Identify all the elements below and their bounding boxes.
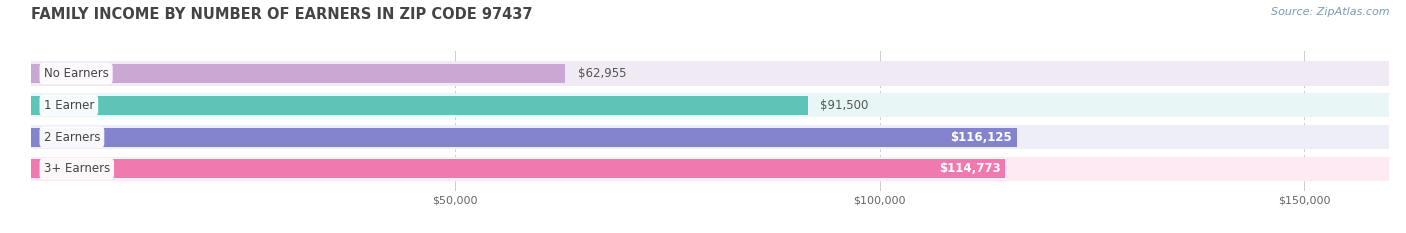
Text: $116,125: $116,125: [950, 130, 1012, 144]
Text: 2 Earners: 2 Earners: [44, 130, 100, 144]
Text: $114,773: $114,773: [939, 162, 1000, 175]
Text: 1 Earner: 1 Earner: [44, 99, 94, 112]
Bar: [31, 93, 1389, 117]
Text: $62,955: $62,955: [578, 67, 627, 80]
Bar: [31, 127, 1017, 147]
Text: Source: ZipAtlas.com: Source: ZipAtlas.com: [1271, 7, 1389, 17]
Bar: [31, 64, 565, 83]
Bar: [31, 62, 1389, 86]
Bar: [31, 157, 1389, 181]
Bar: [31, 125, 1389, 149]
Bar: [31, 96, 807, 115]
Text: FAMILY INCOME BY NUMBER OF EARNERS IN ZIP CODE 97437: FAMILY INCOME BY NUMBER OF EARNERS IN ZI…: [31, 7, 533, 22]
Text: $91,500: $91,500: [820, 99, 869, 112]
Text: 3+ Earners: 3+ Earners: [44, 162, 110, 175]
Text: No Earners: No Earners: [44, 67, 108, 80]
Bar: [31, 159, 1005, 178]
